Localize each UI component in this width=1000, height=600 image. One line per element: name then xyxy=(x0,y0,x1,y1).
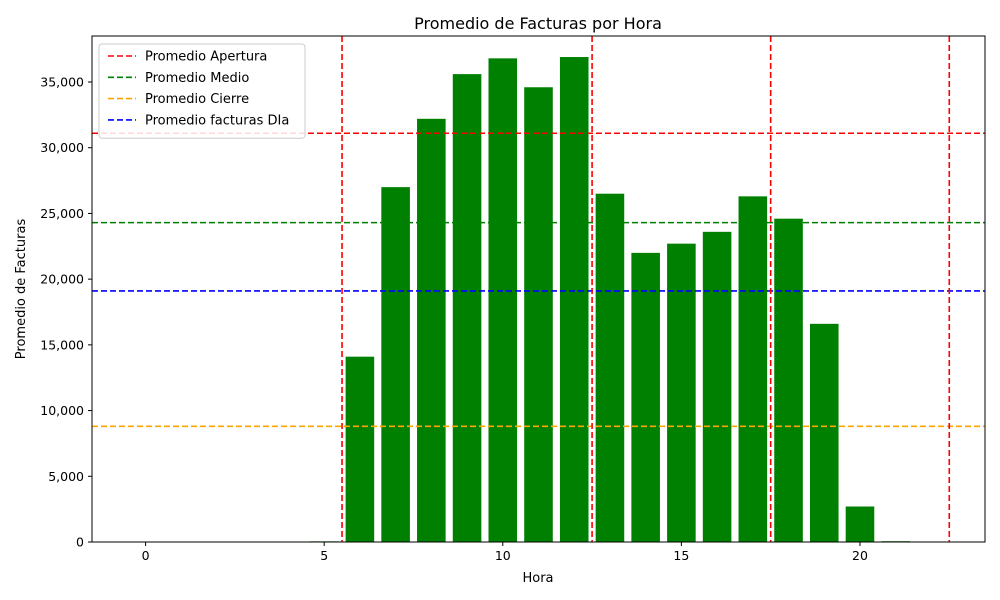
y-tick-label: 30,000 xyxy=(40,140,84,155)
bar-hour-6 xyxy=(345,356,375,542)
y-axis-ticks: 0 5,000 10,000 15,000 20,000 25,000 30,000 35,0… xyxy=(40,75,92,550)
x-axis-label: Hora xyxy=(522,571,553,586)
bar-hour-11 xyxy=(524,87,553,542)
bar-hour-7 xyxy=(381,187,410,542)
bar-hour-15 xyxy=(667,243,696,542)
y-tick-label: 15,000 xyxy=(40,337,84,352)
legend-box xyxy=(98,43,306,139)
bars-group xyxy=(309,57,946,543)
y-tick-label: 0 xyxy=(76,535,84,550)
legend-label: Promedio Cierre xyxy=(145,92,249,107)
y-axis-label: Promedio de Facturas xyxy=(14,219,29,360)
x-tick-label: 20 xyxy=(852,548,868,563)
bar-hour-17 xyxy=(738,196,768,543)
x-tick-label: 15 xyxy=(673,548,689,563)
x-tick-label: 5 xyxy=(320,548,328,563)
plot-frame xyxy=(91,35,986,543)
x-tick-label: 0 xyxy=(142,548,150,563)
bar-hour-9 xyxy=(452,74,482,542)
y-tick-label: 35,000 xyxy=(40,75,84,90)
legend-label: Promedio Medio xyxy=(145,71,249,86)
y-tick-label: 25,000 xyxy=(40,206,84,221)
legend-label: Promedio Apertura xyxy=(145,50,267,65)
y-tick-label: 5,000 xyxy=(48,469,84,484)
legend: Promedio Apertura Promedio Medio Promedio … xyxy=(98,43,306,139)
bar-hour-8 xyxy=(417,118,446,543)
bar-hour-18 xyxy=(774,218,803,542)
y-tick-label: 20,000 xyxy=(40,272,84,287)
bar-hour-10 xyxy=(488,58,518,542)
bar-hour-12 xyxy=(559,57,589,543)
legend-label: Promedio facturas DIa xyxy=(145,113,289,128)
chart-title: Promedio de Facturas por Hora xyxy=(414,14,662,33)
bar-hour-14 xyxy=(631,252,660,542)
vertical-reference-lines xyxy=(341,36,951,542)
bar-hour-16 xyxy=(702,231,732,543)
x-axis-ticks: 0 5 10 15 20 xyxy=(142,542,868,563)
x-tick-label: 10 xyxy=(495,548,511,563)
bar-hour-13 xyxy=(595,193,625,542)
bar-hour-20 xyxy=(845,506,875,542)
bar-hour-19 xyxy=(809,323,839,542)
y-tick-label: 10,000 xyxy=(40,403,84,418)
